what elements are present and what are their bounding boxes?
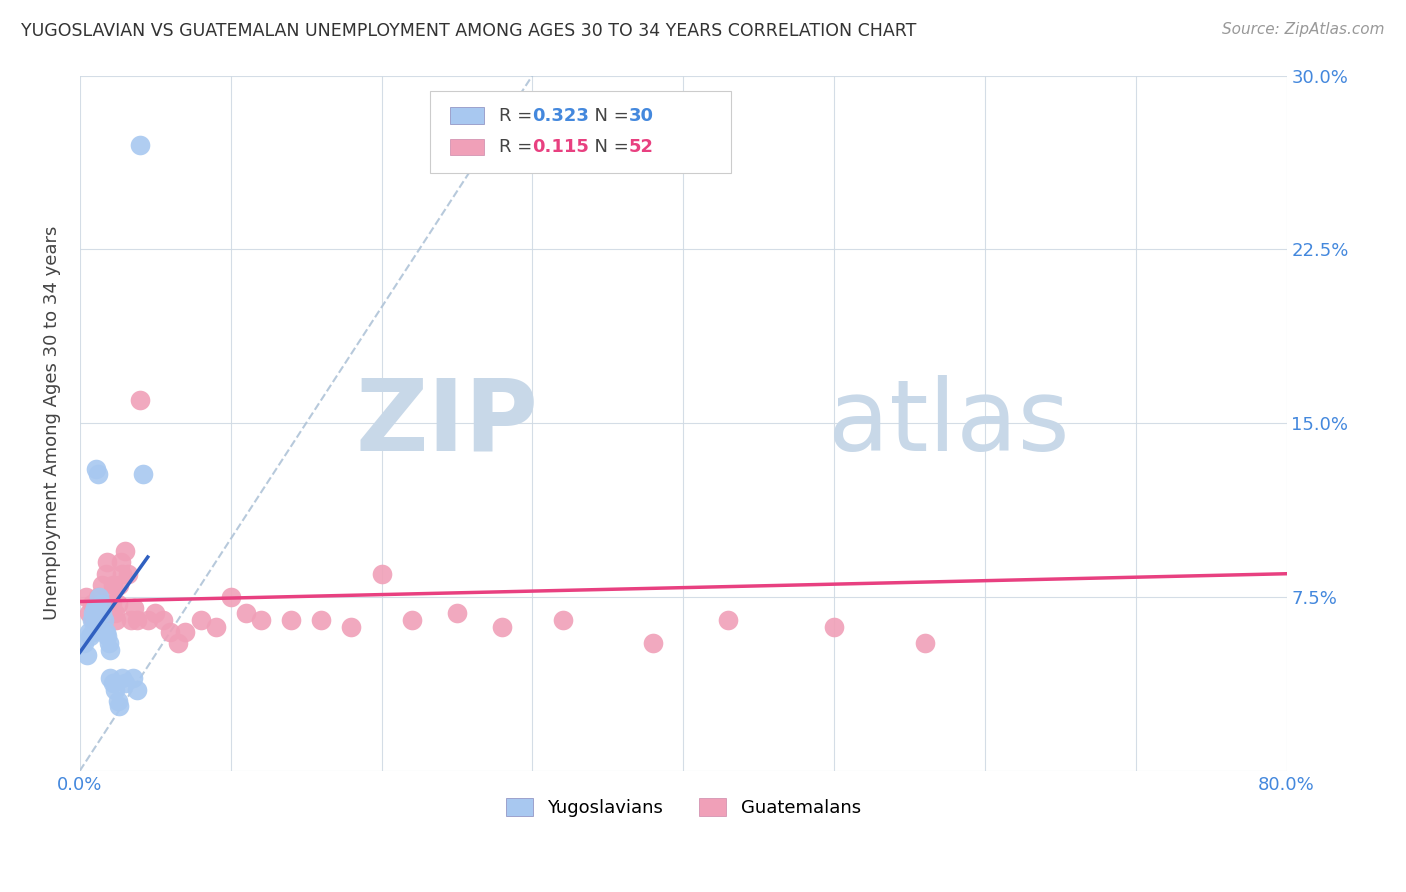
Text: N =: N =	[583, 107, 634, 125]
Point	[117, 566, 139, 581]
Point	[108, 698, 131, 713]
Point	[82, 606, 104, 620]
Point	[93, 613, 115, 627]
Point	[91, 578, 114, 592]
Point	[98, 606, 121, 620]
Point	[87, 467, 110, 481]
Point	[823, 620, 845, 634]
Point	[84, 601, 107, 615]
Point	[121, 671, 143, 685]
Point	[76, 648, 98, 662]
Point	[75, 590, 97, 604]
Point	[250, 613, 273, 627]
Text: 30: 30	[628, 107, 654, 125]
Point	[204, 620, 226, 634]
Point	[98, 643, 121, 657]
Point	[91, 606, 114, 620]
Point	[80, 597, 103, 611]
Point	[97, 636, 120, 650]
Point	[77, 606, 100, 620]
Point	[107, 694, 129, 708]
Point	[370, 566, 392, 581]
Text: R =: R =	[499, 107, 537, 125]
Point	[94, 624, 117, 639]
Point	[103, 606, 125, 620]
Point	[97, 590, 120, 604]
Point	[120, 613, 142, 627]
Point	[103, 682, 125, 697]
Point	[122, 601, 145, 615]
Point	[491, 620, 513, 634]
Text: N =: N =	[583, 138, 634, 156]
Text: R =: R =	[499, 138, 543, 156]
Point	[108, 578, 131, 592]
Point	[340, 620, 363, 634]
Point	[82, 624, 104, 639]
Point	[82, 613, 104, 627]
Point	[96, 555, 118, 569]
FancyBboxPatch shape	[430, 91, 731, 173]
Point	[86, 606, 108, 620]
Bar	[450, 108, 484, 124]
Point	[235, 606, 257, 620]
Point	[136, 613, 159, 627]
Point	[143, 606, 166, 620]
Point	[114, 675, 136, 690]
Point	[77, 624, 100, 639]
Point	[127, 613, 149, 627]
Point	[114, 543, 136, 558]
Text: 0.115: 0.115	[533, 138, 589, 156]
Point	[551, 613, 574, 627]
Point	[89, 613, 111, 627]
Text: ZIP: ZIP	[356, 375, 538, 472]
Point	[641, 636, 664, 650]
Point	[93, 606, 115, 620]
Point	[107, 597, 129, 611]
Point	[79, 629, 101, 643]
Point	[127, 682, 149, 697]
Point	[90, 597, 112, 611]
Text: YUGOSLAVIAN VS GUATEMALAN UNEMPLOYMENT AMONG AGES 30 TO 34 YEARS CORRELATION CHA: YUGOSLAVIAN VS GUATEMALAN UNEMPLOYMENT A…	[21, 22, 917, 40]
Point	[190, 613, 212, 627]
Point	[80, 613, 103, 627]
Point	[86, 462, 108, 476]
Point	[309, 613, 332, 627]
Point	[401, 613, 423, 627]
Text: 0.323: 0.323	[533, 107, 589, 125]
Point	[111, 671, 134, 685]
Point	[174, 624, 197, 639]
Point	[152, 613, 174, 627]
Point	[101, 578, 124, 592]
Point	[89, 590, 111, 604]
Point	[96, 629, 118, 643]
Point	[84, 601, 107, 615]
Point	[111, 566, 134, 581]
Point	[105, 613, 128, 627]
Point	[446, 606, 468, 620]
Point	[90, 597, 112, 611]
Point	[110, 555, 132, 569]
Point	[73, 636, 96, 650]
Point	[84, 613, 107, 627]
Bar	[450, 139, 484, 155]
Point	[100, 597, 122, 611]
Text: Source: ZipAtlas.com: Source: ZipAtlas.com	[1222, 22, 1385, 37]
Point	[159, 624, 181, 639]
Point	[219, 590, 242, 604]
Point	[717, 613, 740, 627]
Legend: Yugoslavians, Guatemalans: Yugoslavians, Guatemalans	[498, 790, 868, 824]
Point	[132, 467, 155, 481]
Point	[129, 392, 152, 407]
Point	[98, 671, 121, 685]
Text: 52: 52	[628, 138, 654, 156]
Y-axis label: Unemployment Among Ages 30 to 34 years: Unemployment Among Ages 30 to 34 years	[44, 226, 60, 620]
Point	[101, 675, 124, 690]
Text: atlas: atlas	[828, 375, 1070, 472]
Point	[914, 636, 936, 650]
Point	[167, 636, 190, 650]
Point	[87, 590, 110, 604]
Point	[129, 138, 152, 153]
Point	[280, 613, 302, 627]
Point	[94, 566, 117, 581]
